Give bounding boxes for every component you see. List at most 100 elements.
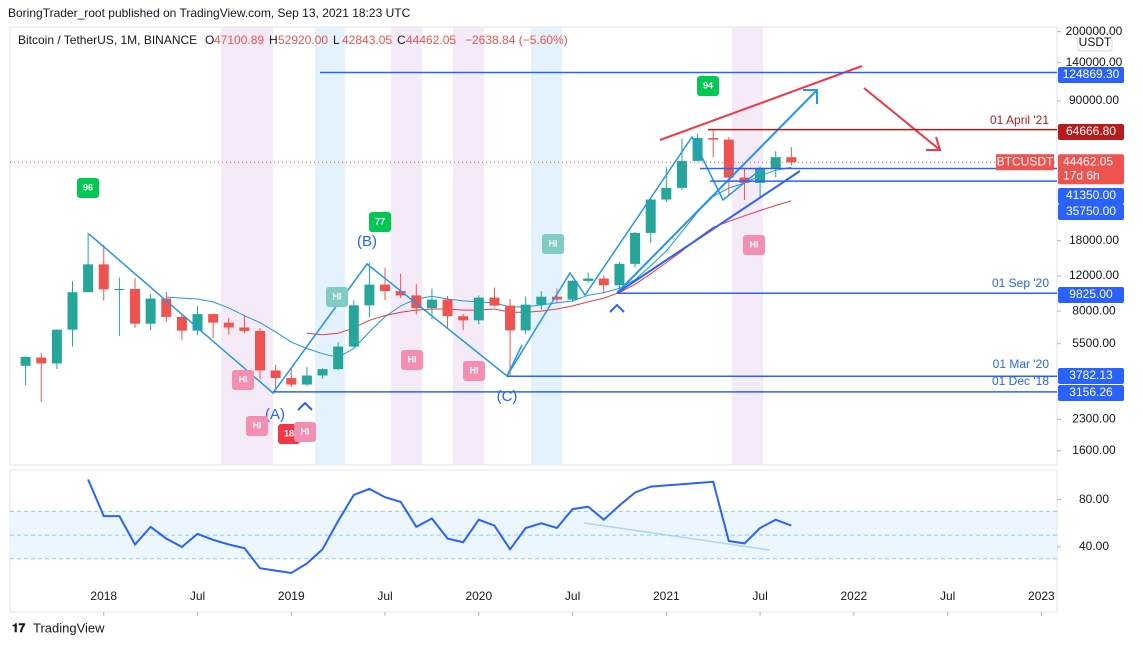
x-tick-label: Jul [752, 589, 767, 603]
level-badge [1058, 188, 1124, 204]
signal-badge [77, 178, 99, 198]
candle-body [645, 199, 656, 233]
candle-body [364, 284, 375, 306]
symbol: Bitcoin / TetherUS, 1M, BINANCE [18, 33, 197, 47]
level-label: 64666.80 [1066, 124, 1116, 138]
signal-badge [369, 212, 391, 232]
y-tick-label: 200000.00 [1066, 24, 1123, 38]
candle-body [770, 157, 781, 169]
wave-label: (A) [265, 406, 285, 423]
candle-body [36, 357, 47, 364]
candle-body [223, 322, 234, 328]
ohlc-value: 52920.00 [278, 33, 328, 47]
y-tick-label: 8000.00 [1072, 303, 1116, 317]
candle-body [661, 187, 672, 200]
signal-badge [542, 234, 564, 254]
publisher: BoringTrader_root published on TradingVi… [8, 6, 411, 20]
candle-body [614, 263, 625, 286]
x-tick-label: Jul [565, 589, 580, 603]
candle-body [536, 296, 547, 305]
marker [609, 303, 625, 313]
y-tick-label: 12000.00 [1069, 268, 1119, 282]
candle-body [551, 296, 562, 300]
arrowhead [926, 136, 942, 151]
candle-body [442, 299, 453, 317]
trendline [506, 344, 523, 377]
candle-body [473, 297, 484, 321]
candle-body [411, 295, 422, 309]
candle-body [708, 138, 719, 140]
candle-body [161, 298, 172, 317]
level-label: 124869.30 [1063, 67, 1120, 81]
signal-label: HI [750, 239, 759, 249]
level-label: 9825.00 [1069, 287, 1113, 301]
candle-body [317, 369, 328, 376]
level-label: 41350.00 [1066, 188, 1116, 202]
ohlc-key: O [205, 33, 214, 47]
candle-body [458, 316, 469, 321]
band [391, 27, 422, 465]
ohlc-key: C [397, 33, 406, 47]
ohlc-value: 44462.05 [406, 33, 456, 47]
candle-body [192, 314, 203, 331]
x-tick-label: 2023 [1028, 589, 1055, 603]
level-label: 35750.00 [1066, 204, 1116, 218]
footer: TradingView [33, 620, 105, 635]
y-tick-label: 18000.00 [1069, 233, 1119, 247]
level-badge [1058, 368, 1124, 384]
candle-body [130, 288, 141, 324]
candle-body [567, 280, 578, 300]
signal-label: HI [239, 374, 248, 384]
last-name: BTCUSDT [997, 154, 1054, 168]
signal-label: 77 [375, 216, 385, 226]
arrowhead [803, 89, 818, 104]
candle-body [333, 346, 344, 370]
level-note: 01 Sep '20 [992, 276, 1049, 290]
currency[interactable]: USDT [1079, 35, 1112, 49]
candle-body [286, 378, 297, 385]
signal-badge [697, 76, 719, 96]
signal-badge [743, 235, 765, 255]
level-label: 3156.26 [1069, 385, 1113, 399]
signal-badge [463, 361, 485, 381]
candle-body [67, 292, 78, 330]
wave-label: (B) [357, 233, 377, 250]
band [315, 27, 345, 465]
ohlc-value: 47100.89 [214, 33, 264, 47]
candle-body [395, 291, 406, 296]
trendline [616, 89, 818, 294]
level-note: 01 April '21 [990, 113, 1049, 127]
candle-body [786, 157, 797, 163]
x-tick-label: Jul [190, 589, 205, 603]
candle-body [176, 316, 187, 331]
candle-body [255, 330, 266, 371]
candle-body [489, 297, 500, 306]
last-badge [1058, 154, 1124, 185]
ohlc-key: L [333, 33, 340, 47]
x-tick-label: 2020 [465, 589, 492, 603]
zigzag [88, 135, 761, 395]
level-note: 01 Dec '18 [992, 374, 1049, 388]
x-tick-label: 2018 [90, 589, 117, 603]
candle-body [380, 284, 391, 292]
candle-body [270, 370, 281, 379]
candle-body [676, 160, 687, 188]
x-tick-label: 2022 [840, 589, 867, 603]
candle-body [239, 327, 250, 331]
signal-badge [326, 287, 348, 307]
candle-body [20, 356, 31, 366]
signal-label: HI [333, 291, 342, 301]
currency-button[interactable] [1077, 32, 1113, 52]
candle-body [51, 329, 62, 364]
candle-body [426, 299, 437, 309]
y-tick-label: 140000.00 [1066, 55, 1123, 69]
signal-label: HI [253, 420, 262, 430]
candle-body [739, 177, 750, 183]
x-tick-label: Jul [940, 589, 955, 603]
level-badge [1058, 124, 1124, 140]
level-badge [1058, 385, 1124, 401]
y-tick-label: 90000.00 [1069, 93, 1119, 107]
y-tick-label: 2300.00 [1072, 412, 1116, 426]
candle-body [630, 232, 641, 264]
